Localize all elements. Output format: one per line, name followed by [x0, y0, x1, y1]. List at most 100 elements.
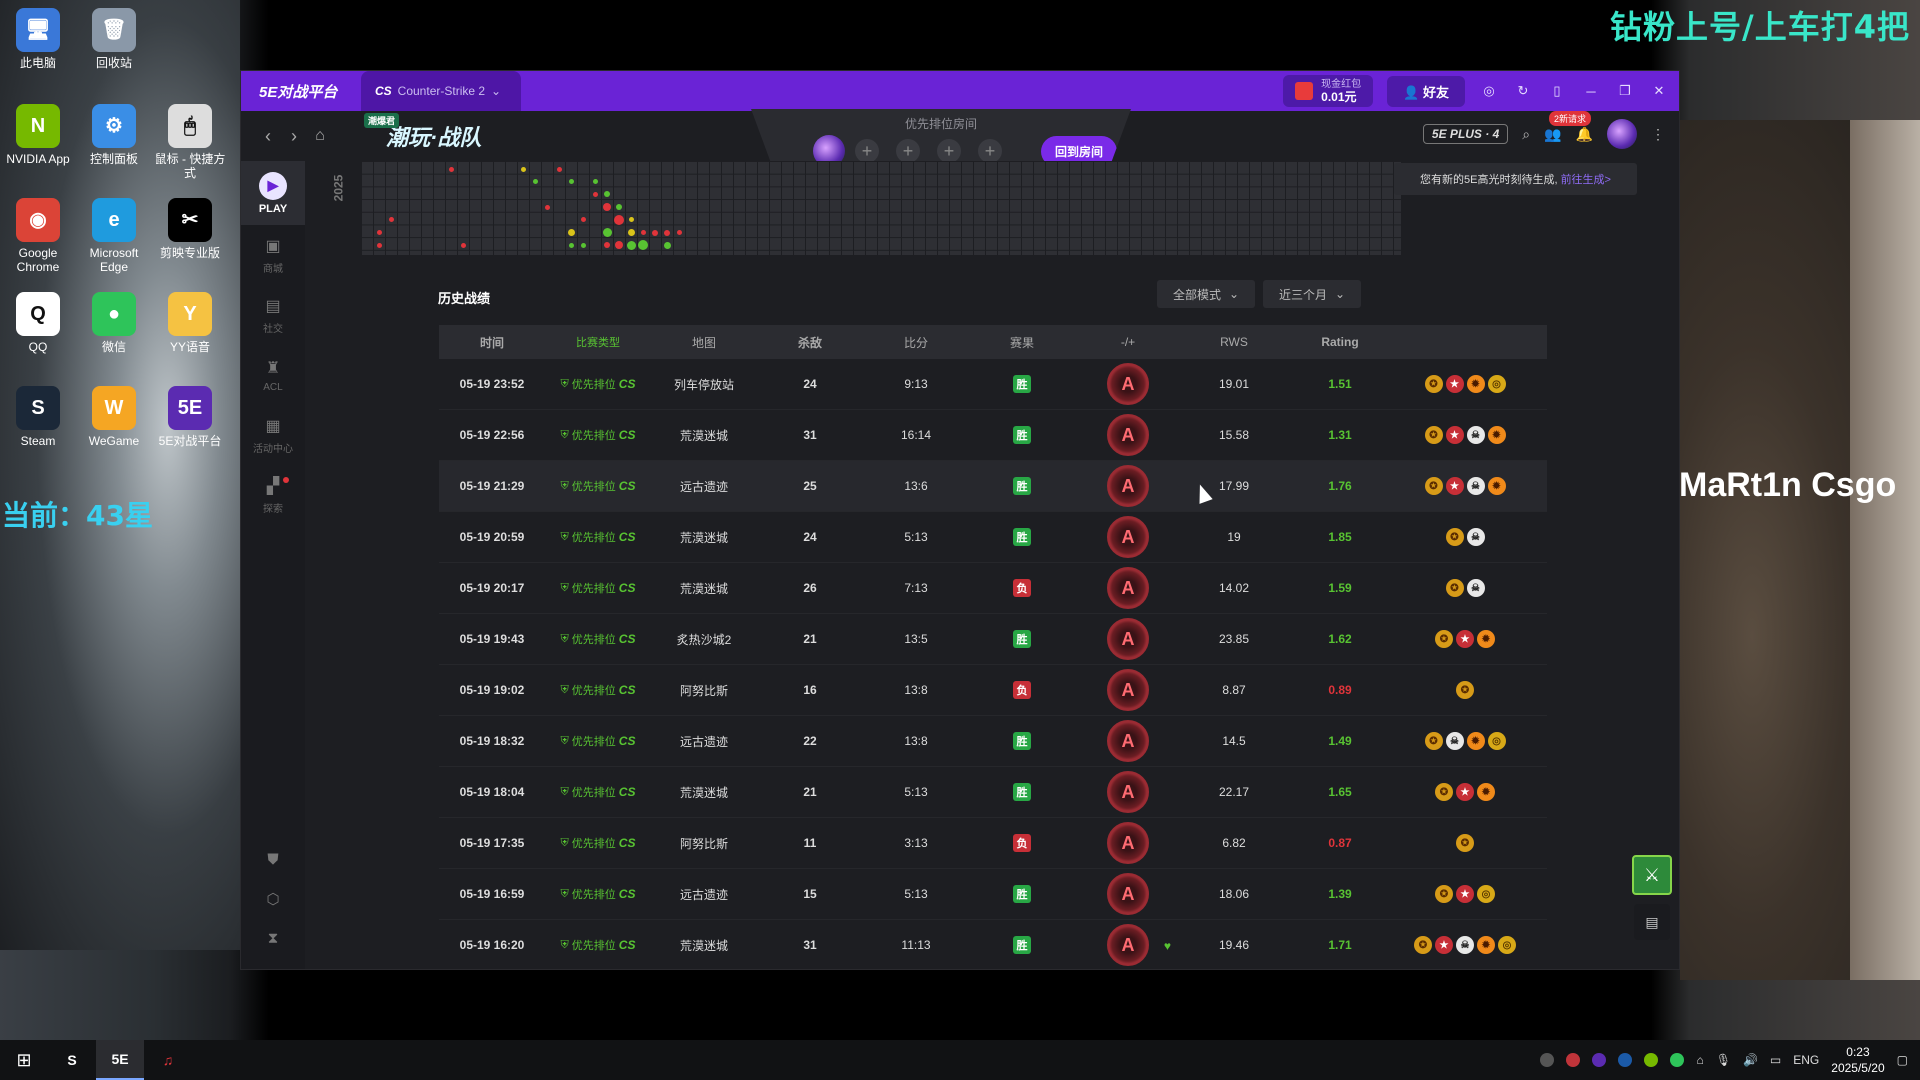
column-header[interactable]: 比分	[903, 335, 928, 350]
search-icon[interactable]: ⌕	[1522, 125, 1531, 142]
table-row[interactable]: 05-19 16:20 ⛨ 优先排位 CS 荒漠迷城 31 11:13 胜 A ♥ 19.46 1.7…	[439, 920, 1547, 969]
desktop-icon[interactable]: S Steam	[0, 386, 76, 448]
sidebar-item[interactable]: ▤ 社交	[241, 285, 305, 345]
5e-taskbar-icon[interactable]: 5E	[96, 1040, 144, 1080]
shield-icon[interactable]: ⛊	[267, 851, 279, 868]
desktop-icon[interactable]: Y YY语音	[152, 292, 228, 354]
notification-icon[interactable]: ▢	[1896, 1053, 1908, 1067]
sidebar-item[interactable]: ▞ 探索	[241, 465, 305, 525]
more-menu-icon[interactable]: ⋮	[1651, 125, 1665, 142]
column-header[interactable]: RWS	[1220, 335, 1248, 349]
plus-badge[interactable]: 5E PLUS · 4	[1422, 124, 1509, 144]
back-icon[interactable]: ‹	[265, 125, 271, 146]
desktop-icon[interactable]: N NVIDIA App	[0, 104, 76, 166]
tray-icon[interactable]	[1670, 1053, 1685, 1067]
friends-button[interactable]: 👤 好友	[1387, 75, 1465, 107]
column-header[interactable]: 赛果	[1009, 335, 1034, 350]
range-filter-dropdown[interactable]: 近三个月 ⌄	[1263, 280, 1362, 308]
lobby-invite-slot[interactable]: +	[896, 139, 920, 163]
table-row[interactable]: 05-19 21:29 ⛨ 优先排位 CS 远古遗迹 25 13:6 胜 A 17.99 1.76 ✪…	[439, 461, 1547, 512]
language-indicator[interactable]: ENG	[1793, 1053, 1820, 1067]
lobby-invite-slot[interactable]: +	[855, 139, 879, 163]
microphone-icon[interactable]: 🎙	[1715, 1053, 1731, 1067]
column-header[interactable]: 比赛类型	[576, 337, 620, 349]
column-header[interactable]: 时间	[479, 335, 504, 350]
phone-icon[interactable]: ▯	[1553, 83, 1561, 98]
column-header[interactable]: Rating	[1321, 335, 1359, 349]
sidebar-play[interactable]: ▶ PLAY	[241, 161, 305, 225]
game-tab[interactable]: CS Counter-Strike 2 ⌄	[361, 71, 521, 111]
chat-bubble-icon[interactable]: ▤	[1634, 904, 1670, 940]
table-row[interactable]: 05-19 16:59 ⛨ 优先排位 CS 远古遗迹 15 5:13 胜 A 18.06 1.39 ✪…	[439, 869, 1547, 920]
tray-icon[interactable]	[1644, 1053, 1659, 1067]
desktop-icon[interactable]: e Microsoft Edge	[76, 198, 152, 274]
clock[interactable]: 0:23 2025/5/20	[1831, 1044, 1884, 1076]
promo-banner[interactable]: 潮爆君 潮玩·战队	[364, 113, 546, 159]
friend-requests-icon[interactable]: 👥	[1544, 125, 1562, 142]
tray-icon[interactable]	[1618, 1053, 1633, 1067]
coin-medal-icon: ◎	[1487, 732, 1506, 750]
desktop-icon[interactable]: ● 微信	[76, 292, 152, 354]
home-icon[interactable]: ⌂	[315, 127, 325, 144]
match-type: ⛨ 优先排位 CS	[545, 886, 651, 902]
volume-icon[interactable]: 🔊	[1742, 1053, 1758, 1067]
tooltip-link[interactable]: 前往生成>	[1560, 174, 1611, 186]
table-row[interactable]: 05-19 18:04 ⛨ 优先排位 CS 荒漠迷城 21 5:13 胜 A 22.17 1.65 ✪…	[439, 767, 1547, 818]
heatmap-cell	[376, 230, 382, 235]
table-row[interactable]: 05-19 17:35 ⛨ 优先排位 CS 阿努比斯 11 3:13 负 A 6.82 0.87 ✪	[439, 818, 1547, 869]
target-icon[interactable]: ◎	[1483, 83, 1495, 98]
close-icon[interactable]: ✕	[1653, 83, 1665, 98]
match-kills: 15	[803, 887, 817, 901]
refresh-icon[interactable]: ↻	[1517, 83, 1529, 98]
network-icon[interactable]: ⌂	[1696, 1053, 1704, 1067]
restore-icon[interactable]: ❐	[1619, 83, 1631, 98]
mode-filter-dropdown[interactable]: 全部模式 ⌄	[1157, 280, 1256, 308]
table-row[interactable]: 05-19 20:17 ⛨ 优先排位 CS 荒漠迷城 26 7:13 负 A 14.02 1.59 ✪…	[439, 563, 1547, 614]
redpack-button[interactable]: 现金红包 0.01元	[1283, 75, 1374, 107]
lobby-invite-slot[interactable]: +	[978, 139, 1002, 163]
desktop-icon[interactable]: 🖥 此电脑	[0, 8, 76, 70]
column-header[interactable]: -/+	[1120, 335, 1136, 349]
table-row[interactable]: 05-19 19:43 ⛨ 优先排位 CS 炙热沙城2 21 13:5 胜 A 23.85 1.62…	[439, 614, 1547, 665]
column-header[interactable]: 地图	[691, 335, 716, 350]
bell-icon[interactable]: 🔔	[1575, 125, 1593, 142]
sidebar-item[interactable]: ▦ 活动中心	[241, 405, 305, 465]
tray-icon[interactable]	[1540, 1053, 1555, 1067]
heatmap-cell	[652, 229, 658, 236]
sidebar-item[interactable]: ♜ ACL	[241, 345, 305, 405]
steam-taskbar-icon[interactable]: S	[67, 1052, 77, 1068]
hourglass-icon[interactable]: ⧗	[267, 930, 279, 947]
brand-logo[interactable]: 5E对战平台	[259, 83, 338, 101]
rank-change: A	[1075, 414, 1181, 456]
desktop-icon[interactable]: ✂ 剪映专业版	[152, 198, 228, 260]
match-type-label: 优先排位	[571, 787, 616, 799]
netease-music-taskbar-icon[interactable]: ♫	[162, 1052, 174, 1068]
floating-game-button[interactable]: ⚔	[1632, 855, 1672, 895]
table-row[interactable]: 05-19 20:59 ⛨ 优先排位 CS 荒漠迷城 24 5:13 胜 A 19 1.85 ✪ ☠	[439, 512, 1547, 563]
desktop-icon[interactable]: 5E 5E对战平台	[152, 386, 228, 448]
windows-start-icon[interactable]: ⊞	[16, 1049, 32, 1070]
table-row[interactable]: 05-19 22:56 ⛨ 优先排位 CS 荒漠迷城 31 16:14 胜 A 15.58 1.31…	[439, 410, 1547, 461]
table-row[interactable]: 05-19 23:52 ⛨ 优先排位 CS 列车停放站 24 9:13 胜 A 19.01 1.51…	[439, 359, 1547, 410]
desktop-icon[interactable]: 🖱 鼠标 - 快捷方式	[152, 104, 228, 180]
sidebar-item[interactable]: ▣ 商城	[241, 225, 305, 285]
desktop-icon[interactable]: ◉ Google Chrome	[0, 198, 76, 274]
minimize-icon[interactable]: ─	[1586, 83, 1596, 99]
column-header[interactable]: 杀敌	[797, 335, 822, 350]
battery-icon[interactable]: ▭	[1769, 1053, 1782, 1067]
desktop-icon-label: 剪映专业版	[159, 246, 220, 260]
desktop-icon-image: Q	[16, 292, 60, 336]
forward-icon[interactable]: ›	[291, 125, 297, 146]
table-row[interactable]: 05-19 19:02 ⛨ 优先排位 CS 阿努比斯 16 13:8 负 A 8.87 0.89 ✪	[439, 665, 1547, 716]
hexagon-icon[interactable]: ⬡	[266, 891, 280, 908]
desktop-icon[interactable]: Q QQ	[0, 292, 76, 354]
desktop-icon[interactable]: 🗑 回收站	[76, 8, 152, 70]
tray-icon[interactable]	[1566, 1053, 1581, 1067]
tray-icon[interactable]	[1592, 1053, 1607, 1067]
desktop-icon[interactable]: ⚙ 控制面板	[76, 104, 152, 166]
star-label: 当前：	[2, 499, 87, 532]
table-row[interactable]: 05-19 18:32 ⛨ 优先排位 CS 远古遗迹 22 13:8 胜 A 14.5 1.49 ✪ ☠…	[439, 716, 1547, 767]
lobby-invite-slot[interactable]: +	[937, 139, 961, 163]
desktop-icon[interactable]: W WeGame	[76, 386, 152, 448]
user-avatar[interactable]	[1607, 119, 1637, 149]
